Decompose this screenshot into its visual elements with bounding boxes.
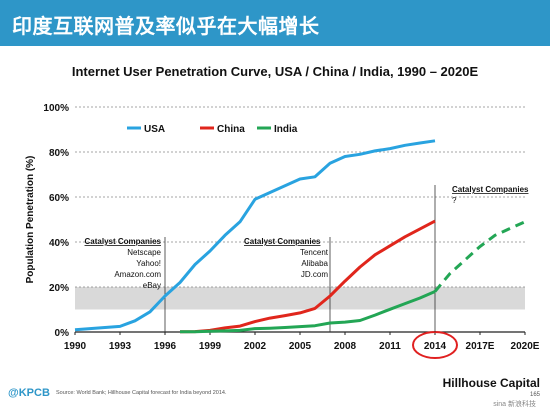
x-tick-label: 2014 [424, 341, 447, 352]
catalyst-company: Tencent [300, 248, 329, 257]
x-tick-label: 2011 [379, 341, 401, 352]
chart-title: Internet User Penetration Curve, USA / C… [71, 64, 479, 79]
catalyst-title: Catalyst Companies [452, 185, 529, 194]
y-tick-label: 20% [49, 283, 69, 294]
catalyst-company: eBay [143, 281, 161, 290]
x-tick-label: 2002 [244, 341, 267, 352]
brand-name: Hillhouse Capital [442, 376, 540, 390]
source-note: Source: World Bank; Hillhouse Capital fo… [56, 390, 227, 396]
series-forecast-india [433, 220, 526, 293]
x-tick-label: 2020E [511, 341, 540, 352]
x-tick-label: 1990 [64, 341, 87, 352]
x-tick-label: 1999 [199, 341, 222, 352]
catalyst-company: JD.com [301, 270, 328, 279]
catalyst-company: Netscape [127, 248, 161, 257]
page-number: 165 [529, 392, 540, 398]
x-tick-label: 2017E [466, 341, 495, 352]
series-line-usa [74, 139, 436, 332]
header-bar: 印度互联网普及率似乎在大幅增长 [0, 0, 550, 46]
catalyst-company: Amazon.com [114, 270, 161, 279]
catalyst-company: ? [452, 196, 457, 205]
y-tick-label: 100% [43, 103, 69, 114]
legend-label: India [274, 124, 298, 135]
series-line-china [179, 219, 436, 334]
x-tick-label: 1993 [109, 341, 132, 352]
legend-label: USA [144, 124, 165, 135]
y-tick-label: 0% [55, 328, 70, 339]
y-tick-label: 40% [49, 238, 69, 249]
x-tick-label: 2008 [334, 341, 357, 352]
catalyst-title: Catalyst Companies [244, 237, 321, 246]
y-tick-label: 80% [49, 148, 69, 159]
slide-title: 印度互联网普及率似乎在大幅增长 [12, 16, 320, 38]
x-tick-label: 1996 [154, 341, 177, 352]
catalyst-company: Yahoo! [136, 259, 161, 268]
catalyst-company: Alibaba [301, 259, 328, 268]
x-tick-label: 2005 [289, 341, 312, 352]
legend-label: China [217, 124, 245, 135]
catalyst-title: Catalyst Companies [85, 237, 162, 246]
kpcb-logo: @KPCB [8, 387, 50, 399]
y-tick-label: 60% [49, 193, 69, 204]
series-line-india [180, 290, 436, 334]
shaded-band [75, 287, 525, 310]
y-axis-label: Population Penetration (%) [25, 156, 36, 284]
sina-watermark: sina 新浪科技 [493, 401, 536, 408]
